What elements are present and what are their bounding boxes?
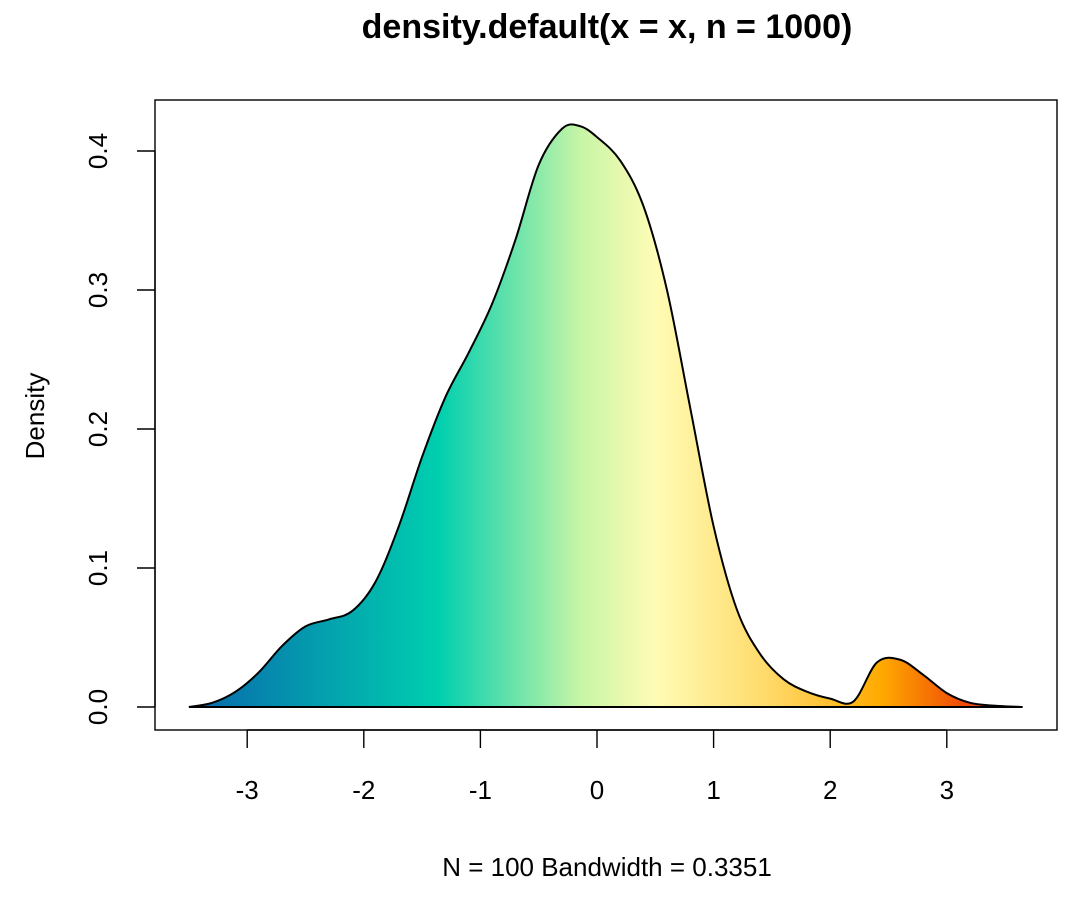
y-axis: 0.0 0.1 0.2 0.3 0.4 xyxy=(83,133,156,725)
x-tick-label: -1 xyxy=(469,775,492,805)
density-curve xyxy=(188,123,1023,708)
x-tick-label: -2 xyxy=(352,775,375,805)
x-tick-label: 2 xyxy=(823,775,837,805)
x-tick-label: 0 xyxy=(590,775,604,805)
chart-title: density.default(x = x, n = 1000) xyxy=(362,8,853,46)
x-tick-label: 1 xyxy=(706,775,720,805)
x-tick-label: -3 xyxy=(236,775,259,805)
x-axis: -3 -2 -1 0 1 2 3 xyxy=(236,729,954,805)
y-tick-label: 0.4 xyxy=(83,133,113,169)
x-tick-label: 3 xyxy=(940,775,954,805)
y-tick-label: 0.3 xyxy=(83,272,113,308)
y-tick-label: 0.0 xyxy=(83,689,113,725)
y-tick-label: 0.2 xyxy=(83,411,113,447)
density-area-fill xyxy=(188,124,1023,707)
plot-area xyxy=(188,123,1023,708)
x-axis-label: N = 100 Bandwidth = 0.3351 xyxy=(442,852,772,882)
y-axis-label: Density xyxy=(20,373,50,460)
y-tick-label: 0.1 xyxy=(83,550,113,586)
